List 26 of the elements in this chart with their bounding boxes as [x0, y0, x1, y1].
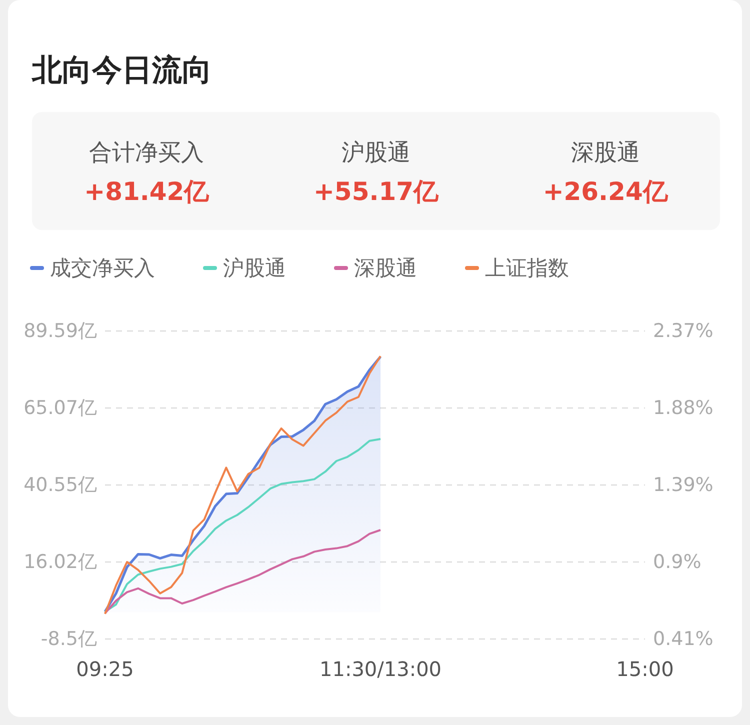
- y2-tick-label: 0.41%: [653, 628, 714, 650]
- y-tick-label: -8.5亿: [40, 628, 97, 650]
- chart-title: 北向今日流向: [31, 53, 212, 88]
- x-tick-label: 09:25: [76, 657, 134, 681]
- y-tick-label: 16.02亿: [24, 551, 97, 574]
- y2-tick-label: 0.9%: [653, 551, 702, 573]
- legend-label: 沪股通: [223, 256, 286, 280]
- text: +55.17亿: [313, 177, 440, 206]
- x-tick-label: 15:00: [616, 657, 674, 681]
- line-series: [104, 529, 382, 614]
- y2-tick-label: 1.39%: [653, 474, 714, 496]
- y-tick-label: 40.55亿: [24, 474, 97, 496]
- text: 深股通: [570, 140, 640, 166]
- line-series: [104, 438, 382, 613]
- legend-label: 深股通: [354, 256, 417, 280]
- text: +81.42亿: [84, 177, 210, 206]
- text: 合计净买入: [89, 140, 204, 166]
- y-tick-label: 89.59亿: [24, 320, 97, 342]
- text: 沪股通: [342, 140, 410, 166]
- legend-label: 成交净买入: [50, 256, 155, 280]
- text: +26.24亿: [542, 177, 669, 206]
- legend-label: 上证指数: [485, 256, 569, 280]
- y-tick-label: 65.07亿: [24, 396, 97, 419]
- x-tick-label: 11:30/13:00: [320, 657, 442, 681]
- y2-tick-label: 2.37%: [653, 320, 714, 342]
- y2-tick-label: 1.88%: [653, 397, 714, 419]
